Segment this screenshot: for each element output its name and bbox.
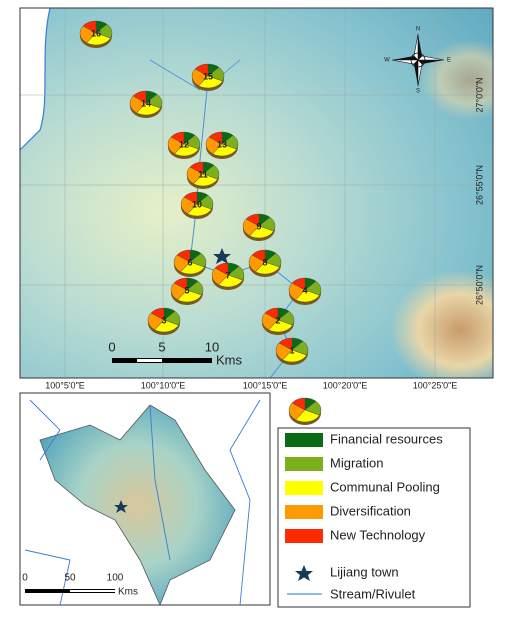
pie-slice xyxy=(174,143,199,157)
pie-slice xyxy=(212,143,237,157)
site-label: 11 xyxy=(198,169,208,179)
site-label: 14 xyxy=(141,98,151,108)
legend-swatch xyxy=(285,481,323,495)
longitude-label: 100°10'0"E xyxy=(141,380,186,390)
compass-letter: S xyxy=(416,89,420,95)
main-map: 16 15 14 12 13 11 10 9 6 8 7 5 4 3 2 1 xyxy=(20,8,493,378)
legend-label: Stream/Rivulet xyxy=(330,586,416,601)
pie-slice xyxy=(208,131,223,145)
scale-bar xyxy=(70,590,115,592)
pie-slice xyxy=(187,203,212,217)
longitude-label: 100°15'0"E xyxy=(243,380,288,390)
pie-slice xyxy=(268,319,293,333)
pie-slice xyxy=(295,409,320,423)
pie-slice xyxy=(132,90,147,104)
pie-slice xyxy=(278,337,293,351)
pie-slice xyxy=(86,32,111,46)
compass-rose: N E S W xyxy=(384,27,451,95)
pie-slice xyxy=(136,102,161,116)
legend-label: Communal Pooling xyxy=(330,479,440,494)
pie-slice xyxy=(82,20,97,34)
scale-unit: Kms xyxy=(118,587,138,598)
compass-letter: N xyxy=(416,27,420,33)
scale-label: 50 xyxy=(64,573,76,584)
latitude-label: 27°0'0"N xyxy=(474,77,484,112)
pie-slice xyxy=(173,277,188,291)
pie-slice xyxy=(251,249,266,263)
site-label: 9 xyxy=(256,221,261,231)
legend-label: Diversification xyxy=(330,503,411,518)
legend-label: Financial resources xyxy=(330,431,443,446)
pie-slice xyxy=(249,225,274,239)
longitude-label: 100°25'0"E xyxy=(413,380,458,390)
longitude-label: 100°5'0"E xyxy=(45,380,85,390)
pie-slice xyxy=(150,307,165,321)
pie-slice xyxy=(189,161,204,175)
site-label: 8 xyxy=(262,257,267,267)
legend-label: Lijiang town xyxy=(330,564,399,579)
site-label: 5 xyxy=(184,285,189,295)
pie-slice xyxy=(255,261,280,275)
legend-label: Migration xyxy=(330,455,383,470)
scale-bar xyxy=(137,359,162,362)
map-frame xyxy=(19,7,494,379)
pie-slice xyxy=(154,319,179,333)
pie-slice xyxy=(183,191,198,205)
site-label: 12 xyxy=(179,139,189,149)
longitude-label: 100°20'0"E xyxy=(323,380,368,390)
scale-label: 100 xyxy=(107,573,124,584)
scale-label: 5 xyxy=(158,339,165,354)
pie-slice xyxy=(176,249,191,263)
pie-slice xyxy=(264,307,279,321)
pie-slice xyxy=(194,63,209,77)
pie-slice xyxy=(193,173,218,187)
site-label: 3 xyxy=(161,315,166,325)
site-label: 10 xyxy=(192,199,202,209)
inset-rivers xyxy=(24,399,261,606)
pie-slice xyxy=(180,261,205,275)
legend-swatch xyxy=(285,529,323,543)
pie-slice xyxy=(170,131,185,145)
latitude-label: 26°55'0"N xyxy=(474,165,484,205)
scale-label: 10 xyxy=(205,339,219,354)
compass-letter: W xyxy=(384,58,390,64)
compass-letter: E xyxy=(447,58,451,64)
pie-slice xyxy=(245,213,260,227)
legend-swatch xyxy=(285,457,323,471)
site-label: 4 xyxy=(302,285,307,295)
pie-slice xyxy=(214,262,229,276)
inset-region xyxy=(39,404,236,607)
pie-slice xyxy=(198,75,223,89)
pie-slice xyxy=(291,397,306,411)
site-label: 2 xyxy=(275,315,280,325)
pie-slice xyxy=(295,289,320,303)
scale-unit: Kms xyxy=(216,352,243,367)
pie-slice xyxy=(177,289,202,303)
legend-star xyxy=(295,565,313,581)
legend-label: New Technology xyxy=(330,527,426,542)
legend-swatch xyxy=(285,505,323,519)
pie-slice xyxy=(218,274,243,288)
legend-swatch xyxy=(285,433,323,447)
pie-slice xyxy=(282,349,307,363)
site-label: 6 xyxy=(187,257,192,267)
site-label: 15 xyxy=(203,71,213,81)
site-label: 1 xyxy=(289,345,294,355)
scale-label: 0 xyxy=(108,339,115,354)
lijiang-town xyxy=(213,248,231,264)
site-label: 7 xyxy=(225,270,230,280)
site-label: 13 xyxy=(217,139,227,149)
pie-slice xyxy=(291,277,306,291)
scale-label: 0 xyxy=(22,573,28,584)
latitude-label: 26°50'0"N xyxy=(474,265,484,305)
site-label: 16 xyxy=(91,28,101,38)
inset-town xyxy=(114,500,128,513)
